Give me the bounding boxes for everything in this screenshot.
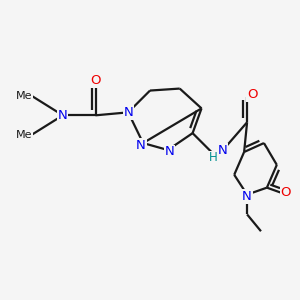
Text: O: O — [90, 74, 101, 87]
Text: Me: Me — [16, 91, 32, 100]
Text: N: N — [58, 109, 68, 122]
Text: N: N — [242, 190, 252, 203]
Text: N: N — [165, 146, 175, 158]
Text: Me: Me — [16, 130, 32, 140]
Text: N: N — [123, 106, 133, 119]
Text: O: O — [280, 186, 291, 199]
Text: H: H — [209, 152, 218, 164]
Text: N: N — [136, 139, 146, 152]
Text: O: O — [247, 88, 257, 101]
Text: N: N — [218, 143, 227, 157]
